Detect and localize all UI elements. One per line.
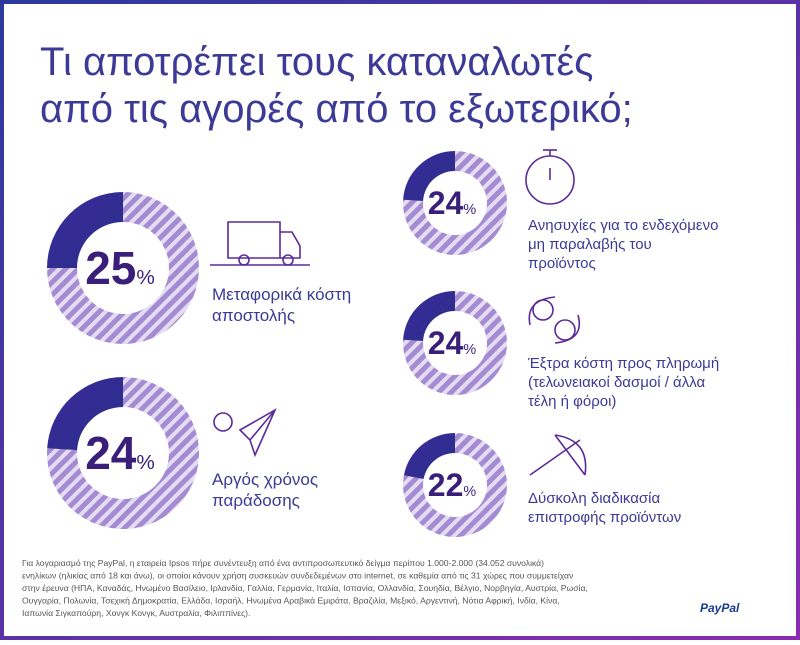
category-label: Δύσκολη διαδικασία xyxy=(528,490,660,507)
value-unit: % xyxy=(136,451,154,474)
truck-icon xyxy=(210,221,310,266)
value-label: 25% xyxy=(85,242,155,294)
value-label: 24% xyxy=(428,185,477,221)
value-unit: % xyxy=(463,342,476,358)
value-label: 24% xyxy=(85,427,155,479)
category-label: τέλη ή φόροι) xyxy=(528,393,616,410)
category-label: Αργός χρόνος xyxy=(212,470,318,489)
brand: PayPal xyxy=(700,601,740,615)
title-line: Τι αποτρέπει τους καταναλωτές xyxy=(40,40,593,84)
category-label: προϊόντος xyxy=(528,255,596,272)
value-label: 24% xyxy=(428,325,477,361)
donut-chart: 24% Αργός χρόνος παράδοσης xyxy=(46,377,318,529)
footnote-line: Ουγγαρία, Πολωνία, Τσεχική Δημοκρατία, Ε… xyxy=(22,596,560,606)
category-label: (τελωνειακοί δασμοί / άλλα xyxy=(528,374,705,391)
footnote-line: Ιαπωνία Σιγκαπούρη, Χονγκ Κονγκ, Αυστραλ… xyxy=(22,608,250,618)
brand-logo: PayPal xyxy=(700,601,740,615)
donut-chart: 25% Μεταφορικά κόστη αποστολής xyxy=(47,192,351,344)
footnote: Για λογαριασμό της PayPal, η εταιρεία Ip… xyxy=(22,558,588,618)
value-unit: % xyxy=(463,484,476,500)
value-label: 22% xyxy=(428,467,477,503)
donut-rest xyxy=(402,433,507,537)
donut-segment xyxy=(403,291,455,341)
footnote-line: Για λογαριασμό της PayPal, η εταιρεία Ip… xyxy=(22,558,544,568)
footnote-line: στην έρευνα (ΗΠΑ, Καναδάς, Ηνωμένο Βασίλ… xyxy=(22,583,588,593)
donut-rest xyxy=(46,377,199,529)
value-number: 24 xyxy=(428,185,464,221)
donut-segment xyxy=(47,377,124,451)
category-label: αποστολής xyxy=(212,306,295,325)
title: Τι αποτρέπει τους καταναλωτές από τις αγ… xyxy=(40,40,633,131)
donut-rest xyxy=(402,291,507,395)
category-label: Ανησυχίες για το ενδεχόμενο xyxy=(528,217,718,234)
donut-chart: 22% Δύσκολη διαδικασία επιστροφής προϊόντω… xyxy=(402,432,681,537)
value-number: 25 xyxy=(85,242,136,294)
category-label: μη παραλαβής του xyxy=(528,236,652,253)
category-label: Έξτρα κόστη προς πληρωμή xyxy=(527,355,719,372)
donut-segment xyxy=(403,432,455,480)
donut-chart: 24% Ανησυχίες για το ενδεχόμενο μη παραλαβ… xyxy=(402,151,718,272)
donut-segment xyxy=(403,151,455,201)
donut-segment xyxy=(47,192,123,268)
donut-rest xyxy=(402,151,507,255)
stopwatch-icon xyxy=(525,149,575,205)
donut-rest xyxy=(47,192,199,344)
icons xyxy=(210,149,587,476)
value-unit: % xyxy=(463,202,476,218)
donut-chart: 24% Έξτρα κόστη προς πληρωμή (τελωνειακοί … xyxy=(402,291,719,410)
category-label: επιστροφής προϊόντων xyxy=(528,509,681,526)
currency-icon xyxy=(528,296,580,344)
title-line: από τις αγορές από το εξωτερικό; xyxy=(40,87,633,131)
bow-icon xyxy=(529,434,587,476)
value-number: 24 xyxy=(85,427,137,479)
footnote-line: ενηλίκων (ηλικίας από 18 και άνω), οι οπ… xyxy=(22,571,573,581)
value-unit: % xyxy=(136,266,154,289)
category-label: Μεταφορικά κόστη xyxy=(212,285,351,304)
paper-plane-icon xyxy=(213,408,277,458)
value-number: 22 xyxy=(428,467,464,503)
value-number: 24 xyxy=(428,325,464,361)
category-label: παράδοσης xyxy=(212,491,300,510)
